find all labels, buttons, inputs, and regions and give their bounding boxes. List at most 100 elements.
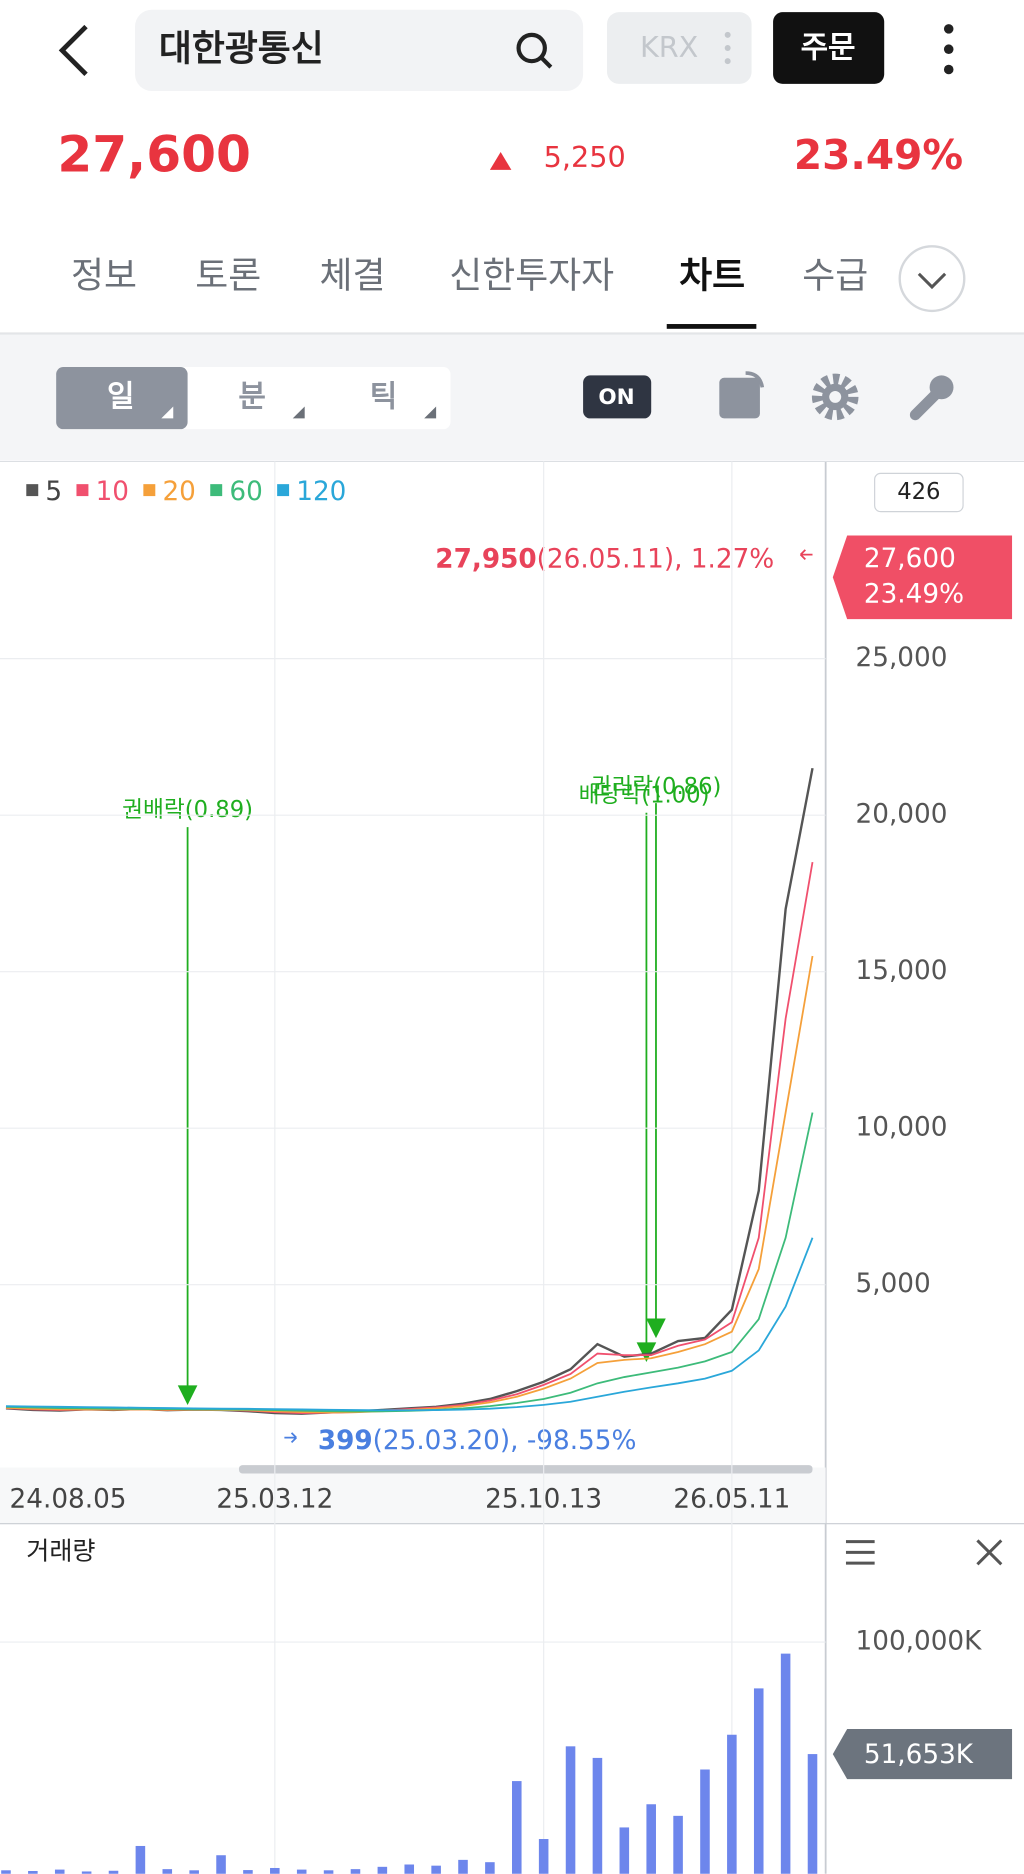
volume-bar	[54, 1869, 65, 1874]
y-tick-label: 100,000K	[856, 1627, 983, 1657]
y-tick-label: 5,000	[856, 1269, 931, 1299]
price-tag	[832, 535, 1013, 620]
event-markers	[177, 803, 666, 1406]
event-label: 배당락(1.00)	[579, 783, 710, 809]
legend-label: 10	[96, 477, 129, 507]
high-arrow	[799, 549, 813, 561]
x-tick-label: 24.08.05	[10, 1484, 127, 1514]
tab[interactable]: 체결	[320, 255, 386, 296]
volume-bar	[189, 1870, 199, 1874]
volume-bar	[323, 1870, 334, 1874]
back-button[interactable]	[58, 24, 88, 76]
tab[interactable]: 차트	[679, 255, 745, 296]
tab[interactable]: 토론	[195, 255, 261, 296]
event-label: 권리락(0.86)	[591, 774, 722, 800]
ma-line	[5, 861, 814, 1414]
legend-swatch	[26, 484, 39, 497]
low-note: (25.03.20), -98.55%	[373, 1426, 637, 1456]
legend-label: 5	[45, 477, 62, 507]
legend-label: 60	[229, 477, 262, 507]
legend-swatch	[76, 484, 89, 497]
tab-expand[interactable]	[898, 245, 966, 313]
tab[interactable]: 신한투자자	[449, 255, 614, 296]
low-label: 399(25.03.20), -98.55%	[318, 1426, 637, 1456]
volume-bar	[538, 1839, 549, 1874]
exchange-button[interactable]	[606, 12, 752, 84]
volume-close[interactable]	[976, 1539, 1003, 1566]
volume-bar	[296, 1869, 307, 1874]
x-axis-band	[0, 1467, 826, 1524]
settings-icon[interactable]	[811, 373, 859, 421]
x-tick-label: 25.03.12	[216, 1484, 333, 1514]
legend-swatch	[210, 484, 223, 497]
volume-bar	[592, 1757, 603, 1874]
toggle-button[interactable]	[583, 375, 652, 419]
volume-bar	[780, 1653, 791, 1874]
volume-bar	[108, 1870, 119, 1874]
up-triangle	[489, 151, 512, 170]
high-note: (26.05.11), 1.27%	[537, 544, 775, 574]
search-icon-handle	[539, 56, 553, 69]
event-label: 권배락(0.89)	[122, 797, 253, 823]
price-tag-value: 27,600	[864, 544, 956, 574]
period[interactable]: 일	[107, 380, 134, 415]
volume-bar	[350, 1869, 361, 1874]
change-rate: 23.49%	[794, 131, 963, 179]
volume-bar	[243, 1870, 253, 1874]
ma-line	[5, 1237, 814, 1412]
y-tick-label: 10,000	[856, 1113, 948, 1143]
volume-title: 거래량	[26, 1536, 95, 1565]
search-text: 대한광통신	[159, 28, 324, 69]
tab[interactable]: 정보	[71, 255, 137, 296]
y-tick-label: 20,000	[856, 800, 948, 830]
tab-underline	[666, 324, 757, 329]
volume-bar	[646, 1804, 656, 1874]
volume-bar	[565, 1746, 576, 1874]
search-box[interactable]	[135, 9, 584, 92]
volume-bar	[377, 1866, 388, 1874]
volume-menu[interactable]	[845, 1540, 875, 1565]
low-value: 399	[318, 1426, 373, 1456]
volume-bar	[485, 1862, 495, 1874]
x-tick-label: 26.05.11	[673, 1484, 790, 1514]
x-tick-label: 25.10.13	[485, 1484, 602, 1514]
exchange-text: KRX	[640, 30, 698, 64]
tab-bar: 정보 토론 체결 신한투자자 차트 수급	[71, 255, 868, 329]
change: 5,250	[544, 140, 626, 174]
volume-bar	[619, 1827, 630, 1874]
volume-bar	[512, 1781, 522, 1874]
rotate-icon[interactable]	[719, 377, 760, 419]
volume-bar	[431, 1865, 441, 1874]
volume-bar	[135, 1845, 146, 1874]
volume-bar	[270, 1867, 280, 1874]
price-tag-rate: 23.49%	[864, 580, 964, 610]
order-text: 주문	[801, 31, 856, 66]
volume-tag	[832, 1728, 1013, 1780]
volume-bar	[673, 1815, 683, 1874]
period[interactable]: 틱	[370, 380, 397, 415]
legend-swatch	[277, 484, 290, 497]
count-box	[874, 472, 964, 513]
ma-line	[5, 955, 814, 1414]
search-icon[interactable]	[516, 32, 547, 64]
y-tick-label: 25,000	[856, 643, 948, 673]
legend-swatch	[143, 484, 156, 497]
volume-bar	[216, 1855, 226, 1874]
volume-bar	[404, 1864, 415, 1874]
period-corner	[161, 406, 174, 419]
order-button[interactable]	[773, 12, 885, 84]
period[interactable]: 분	[238, 380, 265, 415]
volume-bar	[81, 1871, 92, 1874]
volume-bar	[162, 1869, 173, 1874]
volume-bar	[753, 1688, 764, 1874]
scrollbar[interactable]	[238, 1465, 813, 1474]
tab[interactable]: 수급	[802, 255, 868, 296]
menu-button[interactable]	[943, 24, 954, 75]
y-tick-label: 15,000	[856, 956, 948, 986]
rotate-arrow	[745, 371, 765, 388]
volume-bar	[28, 1870, 38, 1874]
volume-bar	[727, 1734, 737, 1874]
volume-tag-label: 51,653K	[864, 1740, 974, 1770]
high-value: 27,950	[435, 544, 536, 574]
